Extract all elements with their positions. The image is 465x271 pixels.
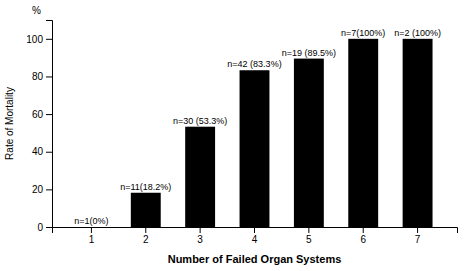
tick-label: 40 [32,146,44,157]
tick-label: 20 [32,184,44,195]
tick-label: 7 [415,234,421,245]
data-label: n=1(0%) [74,216,108,226]
tick-mark [417,227,418,233]
x-axis: 1 2 3 4 5 6 7 [53,227,458,245]
x-tick: 6 [360,227,366,245]
y-axis: 0 20 40 60 80 100 [26,21,52,233]
x-tick: 5 [306,227,312,245]
data-label: n=42 (83.3%) [227,59,281,69]
bar [76,227,106,228]
y-axis-title: Rate of Mortality [4,87,15,160]
tick-label: 6 [360,234,366,245]
tick-mark [46,189,52,190]
bars [131,39,433,227]
tick-label: 3 [197,234,203,245]
bar [240,70,270,227]
tick-mark [200,227,201,233]
axis-line [53,228,458,234]
tick-label: 5 [306,234,312,245]
tick-mark [145,227,146,233]
y-tick: 40 [32,146,52,157]
data-label: n=2 (100%) [394,28,441,38]
x-tick: 2 [143,227,149,245]
annotation: % [32,5,41,16]
tick-label: 2 [143,234,149,245]
bar [294,59,324,227]
y-tick: 80 [32,71,52,82]
tick-mark [254,227,255,233]
y-tick: 0 [37,222,52,233]
plot: 0 20 40 60 80 100 1 2 3 4 5 6 7 n=1(0%) n=11(18.2%) n=3… [26,21,457,246]
data-label: n=7(100%) [341,28,385,38]
y-tick: 20 [32,184,52,195]
tick-label: 4 [252,234,258,245]
tick-label: 80 [32,71,44,82]
data-labels: n=1(0%) n=11(18.2%) n=30 (53.3%) n=42 (83.3… [74,28,441,226]
data-label: n=19 (89.5%) [282,48,336,58]
x-tick: 4 [252,227,258,245]
bar [348,39,378,227]
tick-label: 60 [32,109,44,120]
axis-line [46,21,53,228]
tick-mark [46,39,52,40]
chart: 0 20 40 60 80 100 1 2 3 4 5 6 7 n=1(0%) n=11(18.2%) n=3… [0,0,465,271]
data-label: n=30 (53.3%) [173,116,227,126]
tick-mark [308,227,309,233]
tick-mark [46,152,52,153]
tick-mark [363,227,364,233]
bar [131,193,161,227]
bar [185,127,215,227]
y-tick: 100 [26,34,52,45]
tick-label: 0 [37,222,43,233]
data-label: n=11(18.2%) [120,182,171,192]
tick-label: 1 [89,234,95,245]
x-tick: 3 [197,227,203,245]
bar [403,39,433,227]
tick-mark [46,76,52,77]
tick-mark [91,227,92,233]
x-tick: 1 [89,227,95,245]
x-axis-title: Number of Failed Organ Systems [168,253,342,265]
tick-label: 100 [26,34,43,45]
y-tick: 60 [32,109,52,120]
tick-mark [46,114,52,115]
tick-mark [46,227,52,228]
x-tick: 7 [415,227,421,245]
